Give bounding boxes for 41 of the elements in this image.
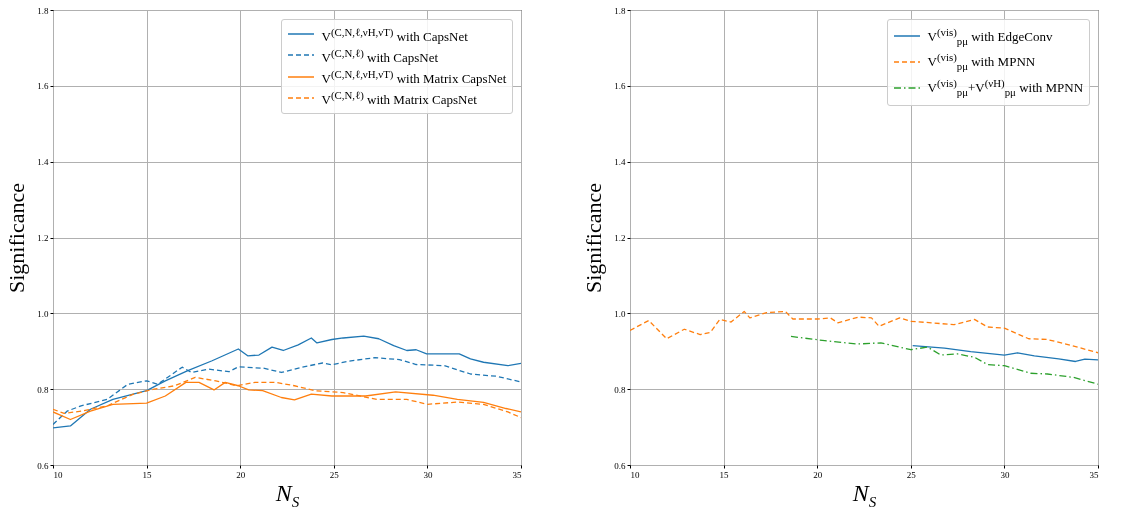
x-axis-title: N$_{S}$ — [852, 479, 877, 511]
y-axis-title: Significance — [4, 183, 30, 293]
line-series — [630, 310, 1098, 354]
x-tick-label: 35 — [1089, 469, 1099, 480]
y-tick-label: 1.6 — [614, 81, 626, 92]
y-tick-label: 1.2 — [614, 233, 626, 243]
x-tick-label: 15 — [719, 469, 730, 480]
x-tick-label: 20 — [236, 469, 246, 480]
y-tick-label: 0.6 — [614, 460, 626, 471]
x-tick-label: 35 — [512, 469, 522, 480]
legend-label: V$^{(vis)}$$_{pμ}$ with MPNN — [927, 50, 1036, 75]
x-tick-label: 25 — [906, 469, 917, 480]
y-tick-label: 0.8 — [37, 384, 49, 395]
y-tick-label: 1.0 — [37, 308, 49, 319]
x-tick-label: 10 — [53, 469, 63, 480]
line-series — [912, 344, 1098, 363]
legend-label: V$^{(C,N,ℓ,νH,νT)}$ with CapsNet — [321, 24, 468, 45]
x-tick-label: 15 — [142, 469, 153, 480]
y-tick-label: 0.6 — [37, 460, 49, 471]
y-tick-label: 1.4 — [37, 157, 49, 168]
y-tick-label: 1.6 — [37, 81, 49, 92]
y-tick-label: 1.4 — [614, 157, 626, 168]
x-tick-label: 25 — [329, 469, 340, 480]
y-tick-label: 1.2 — [37, 233, 49, 243]
y-tick-label: 1.8 — [37, 5, 49, 16]
x-tick-label: 30 — [1000, 469, 1010, 480]
line-series — [53, 335, 521, 429]
legend-label: V$^{(vis)}$$_{pμ}$ with EdgeConv — [927, 24, 1053, 49]
x-tick-label: 30 — [423, 469, 433, 480]
x-axis-title: N$_{S}$ — [275, 479, 300, 511]
y-axis-title: Significance — [581, 183, 607, 293]
legend-label: V$^{(vis)}$$_{pμ}$+V$^{(νH)}$$_{pμ}$ with MPNN — [927, 76, 1084, 101]
y-tick-label: 0.8 — [614, 384, 626, 395]
legend-label: V$^{(C,N,ℓ)}$ with CapsNet — [321, 45, 439, 67]
legend-label: V$^{(C,N,ℓ,νH,νT)}$ with Matrix CapsNet — [321, 67, 507, 88]
y-tick-label: 1.8 — [614, 5, 626, 16]
legend-label: V$^{(C,N,ℓ)}$ with Matrix CapsNet — [321, 88, 477, 109]
y-tick-label: 1.0 — [614, 308, 626, 319]
x-tick-label: 20 — [813, 469, 823, 480]
line-series — [790, 335, 1098, 385]
x-tick-label: 10 — [630, 469, 640, 480]
